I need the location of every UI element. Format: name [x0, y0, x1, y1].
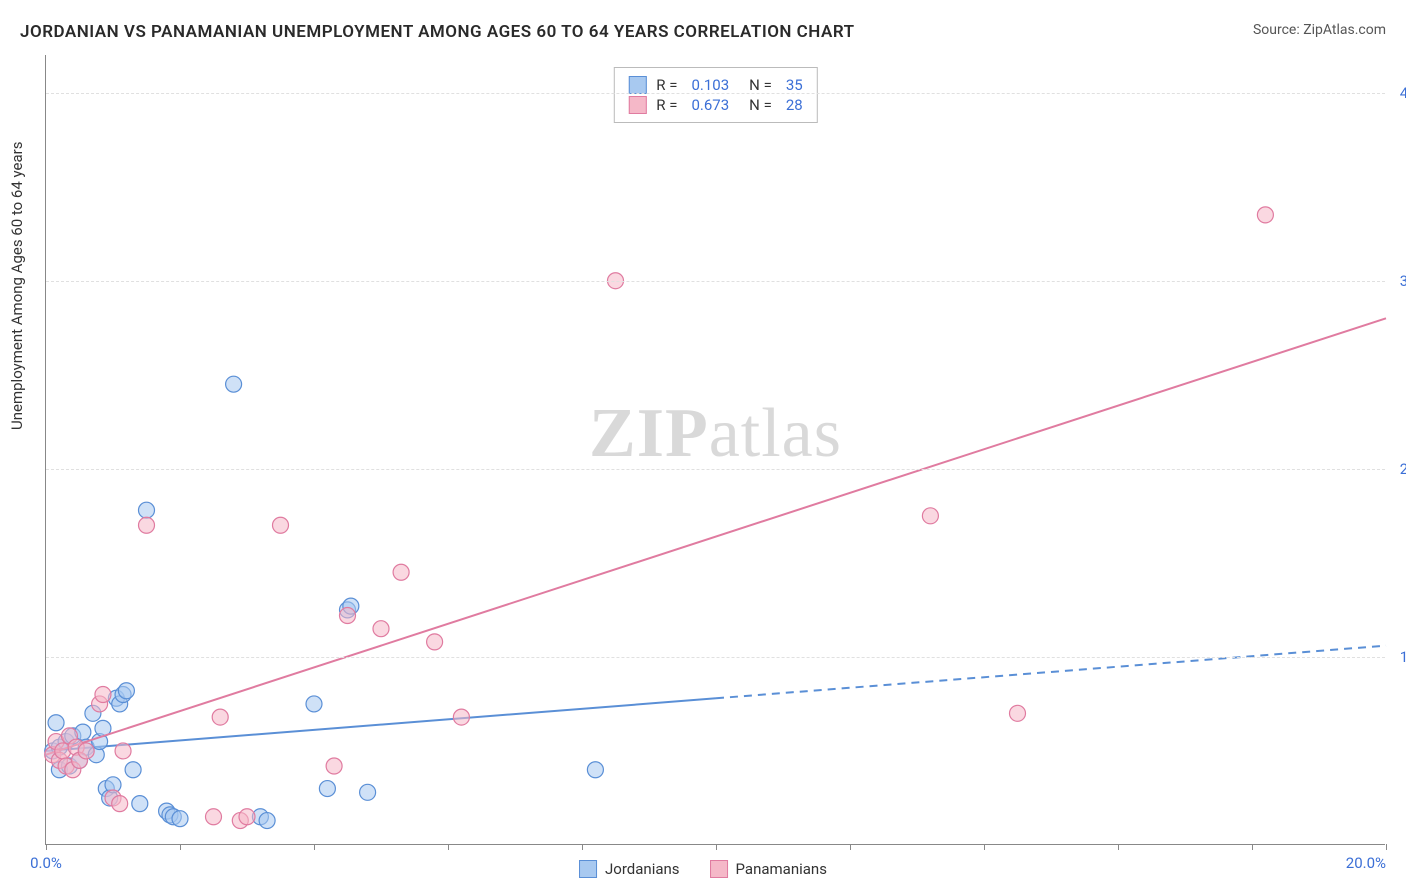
legend-r-prefix: R =: [656, 76, 677, 94]
scatter-point-panamanians: [239, 809, 255, 825]
scatter-point-panamanians: [922, 508, 938, 524]
legend-n-prefix: N =: [749, 76, 772, 94]
chart-source: Source: ZipAtlas.com: [1253, 22, 1386, 38]
scatter-point-jordanians: [259, 813, 275, 829]
legend-item-panamanians: Panamanians: [710, 860, 827, 878]
x-tick: [1118, 844, 1119, 850]
scatter-point-panamanians: [78, 743, 94, 759]
legend-n-prefix: N =: [749, 96, 772, 114]
scatter-point-jordanians: [172, 811, 188, 827]
legend-label-jordanians: Jordanians: [605, 860, 680, 878]
scatter-point-panamanians: [112, 796, 128, 812]
gridline-h: [46, 281, 1385, 282]
scatter-point-panamanians: [139, 517, 155, 533]
scatter-point-panamanians: [453, 709, 469, 725]
legend-swatch-panamanians: [628, 96, 646, 114]
scatter-point-panamanians: [340, 608, 356, 624]
y-tick-label: 40.0%: [1400, 84, 1406, 102]
legend-row-panamanians: R = 0.673 N = 28: [628, 96, 802, 114]
x-tick: [180, 844, 181, 850]
scatter-point-panamanians: [1257, 207, 1273, 223]
scatter-point-jordanians: [306, 696, 322, 712]
x-tick: [716, 844, 717, 850]
scatter-point-jordanians: [118, 683, 134, 699]
chart-container: JORDANIAN VS PANAMANIAN UNEMPLOYMENT AMO…: [0, 0, 1406, 892]
legend-swatch-panamanians-bottom: [710, 860, 728, 878]
scatter-point-jordanians: [48, 715, 64, 731]
legend-swatch-jordanians-bottom: [579, 860, 597, 878]
gridline-h: [46, 657, 1385, 658]
legend-correlation: R = 0.103 N = 35 R = 0.673 N = 28: [613, 67, 817, 123]
x-tick-label: 20.0%: [1346, 854, 1386, 872]
scatter-point-jordanians: [360, 784, 376, 800]
scatter-point-panamanians: [1010, 705, 1026, 721]
x-tick: [314, 844, 315, 850]
x-tick: [46, 844, 47, 850]
gridline-h: [46, 469, 1385, 470]
legend-series: Jordanians Panamanians: [579, 860, 827, 878]
trend-line-panamanians: [46, 318, 1386, 754]
scatter-point-jordanians: [226, 376, 242, 392]
x-tick: [448, 844, 449, 850]
legend-r-jordanians: 0.103: [691, 76, 729, 94]
scatter-point-panamanians: [427, 634, 443, 650]
scatter-point-jordanians: [139, 502, 155, 518]
scatter-point-jordanians: [319, 781, 335, 797]
legend-r-panamanians: 0.673: [691, 96, 729, 114]
scatter-point-panamanians: [373, 621, 389, 637]
scatter-point-panamanians: [212, 709, 228, 725]
legend-n-panamanians: 28: [786, 96, 803, 114]
legend-item-jordanians: Jordanians: [579, 860, 680, 878]
scatter-point-jordanians: [587, 762, 603, 778]
legend-n-jordanians: 35: [786, 76, 803, 94]
scatter-point-panamanians: [95, 687, 111, 703]
scatter-point-panamanians: [326, 758, 342, 774]
trend-line-ext-jordanians: [716, 646, 1386, 699]
scatter-point-panamanians: [115, 743, 131, 759]
plot-area: ZIPatlas R = 0.103 N = 35 R = 0.673 N = …: [45, 55, 1385, 845]
scatter-point-panamanians: [273, 517, 289, 533]
chart-title: JORDANIAN VS PANAMANIAN UNEMPLOYMENT AMO…: [20, 22, 855, 42]
x-tick: [850, 844, 851, 850]
x-tick: [1386, 844, 1387, 850]
y-tick-label: 10.0%: [1400, 648, 1406, 666]
gridline-h: [46, 93, 1385, 94]
y-tick-label: 30.0%: [1400, 272, 1406, 290]
y-axis-label: Unemployment Among Ages 60 to 64 years: [8, 142, 26, 430]
scatter-point-panamanians: [393, 564, 409, 580]
x-tick: [582, 844, 583, 850]
x-tick: [984, 844, 985, 850]
scatter-point-jordanians: [125, 762, 141, 778]
scatter-point-panamanians: [206, 809, 222, 825]
scatter-point-jordanians: [132, 796, 148, 812]
legend-row-jordanians: R = 0.103 N = 35: [628, 76, 802, 94]
legend-swatch-jordanians: [628, 76, 646, 94]
plot-svg: [46, 55, 1385, 844]
x-tick-label: 0.0%: [30, 854, 62, 872]
trend-line-jordanians: [46, 698, 716, 751]
x-tick: [1252, 844, 1253, 850]
y-tick-label: 20.0%: [1400, 460, 1406, 478]
legend-r-prefix: R =: [656, 96, 677, 114]
legend-label-panamanians: Panamanians: [736, 860, 827, 878]
